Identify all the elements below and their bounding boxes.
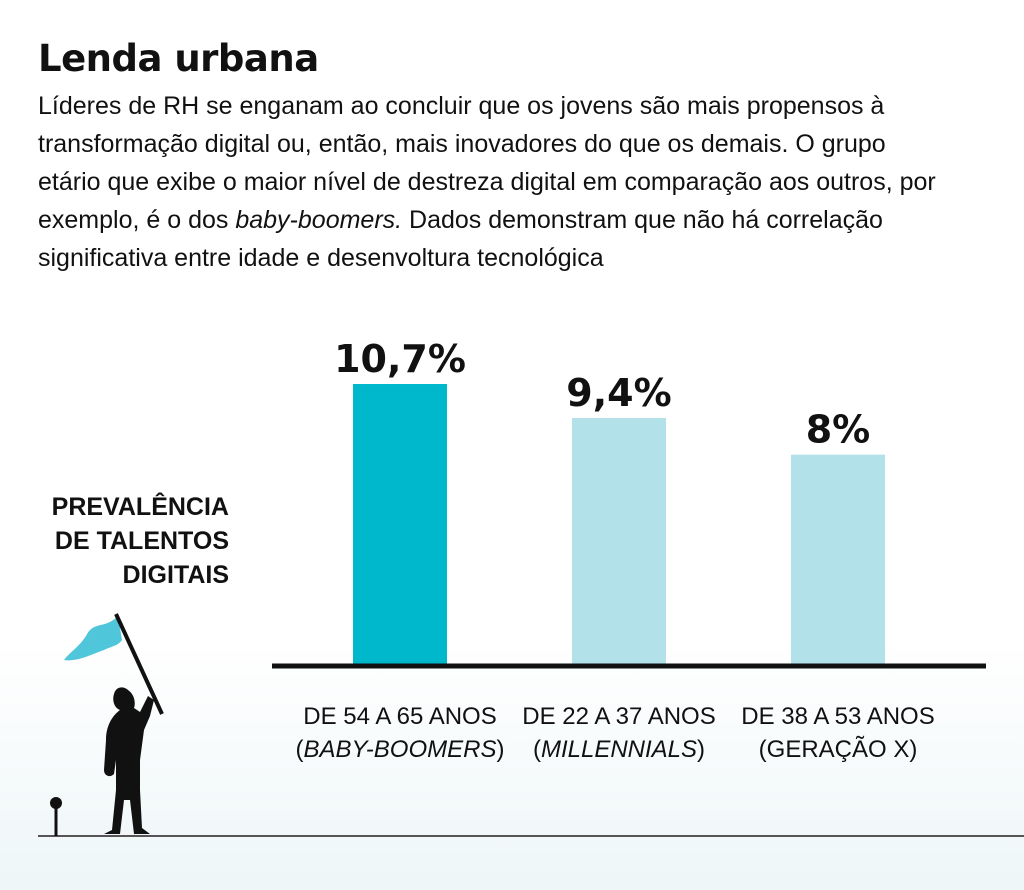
x-tick-italic: MILLENNIALS (540, 736, 698, 763)
x-tick-open: ( (295, 736, 304, 763)
chart-title: Lenda urbana (38, 37, 319, 80)
bar (353, 384, 447, 664)
x-tick-close: ) (496, 736, 505, 763)
x-tick-label: DE 22 A 37 ANOS (MILLENNIALS) (509, 700, 729, 766)
x-tick-label: DE 38 A 53 ANOS (GERAÇÃO X) (728, 700, 948, 766)
x-tick-label-line1: DE 22 A 37 ANOS (522, 703, 716, 730)
subtitle-text-italic: baby-boomers. (235, 206, 403, 234)
x-tick-label-line1: DE 54 A 65 ANOS (303, 703, 497, 730)
y-axis-label-line: PREVALÊNCIA (51, 493, 229, 521)
x-tick-close: (GERAÇÃO X) (758, 736, 918, 763)
chart-subtitle: Líderes de RH se enganam ao concluir que… (38, 87, 938, 277)
bar (572, 418, 666, 664)
bar (791, 454, 885, 664)
x-tick-close: ) (697, 736, 706, 763)
x-tick-label-line1: DE 38 A 53 ANOS (741, 703, 935, 730)
x-tick-open: ( (532, 736, 541, 763)
person-silhouette (104, 687, 154, 834)
x-tick-label-line2: (BABY-BOOMERS) (290, 733, 510, 766)
y-axis-label: PREVALÊNCIA DE TALENTOS DIGITAIS (52, 490, 229, 592)
y-axis-label-line: DIGITAIS (122, 561, 229, 589)
x-tick-label-line2: (GERAÇÃO X) (728, 733, 948, 766)
flag-cloth (64, 616, 122, 661)
bar-value-label: 9,4% (566, 371, 671, 415)
subtitle-text-before: Líderes de RH se enganam ao concluir que… (38, 92, 936, 234)
bar-value-label: 10,7% (334, 337, 466, 381)
x-tick-label-line2: (MILLENNIALS) (509, 733, 729, 766)
y-axis-label-line: DE TALENTOS (54, 527, 229, 555)
bar-value-label: 8% (806, 408, 871, 452)
bars-group: 10,7% 9,4% 8% (334, 337, 885, 664)
x-tick-italic: BABY-BOOMERS (303, 736, 497, 763)
subtitle-text-after: Dados demonstram que não há correlação s… (38, 206, 883, 272)
x-tick-label: DE 54 A 65 ANOS (BABY-BOOMERS) (290, 700, 510, 766)
person-with-flag-icon (38, 613, 1024, 837)
small-post-knob (50, 797, 62, 809)
flag-pole (114, 613, 164, 715)
